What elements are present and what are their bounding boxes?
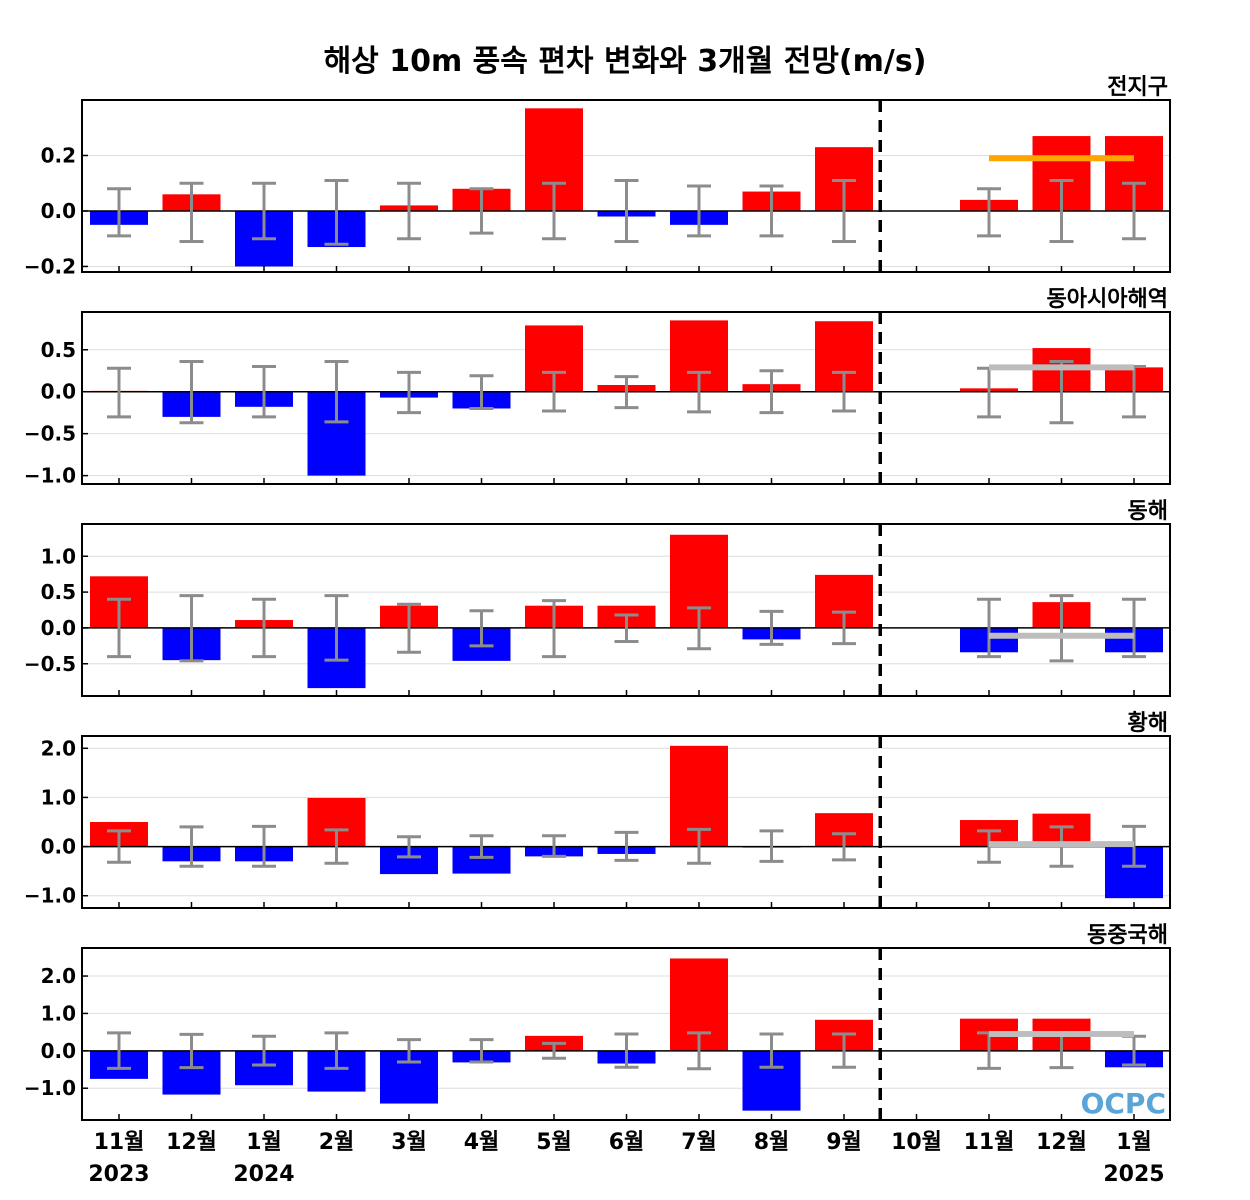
month-label: 4월 (464, 1130, 500, 1155)
month-label: 8월 (754, 1130, 790, 1155)
month-label: 10월 (891, 1130, 942, 1155)
month-label: 6월 (609, 1130, 645, 1155)
region-label: 황해 (1128, 711, 1168, 736)
y-tick-label: −0.5 (24, 652, 76, 676)
y-tick-label: 0.0 (41, 1039, 76, 1063)
month-label: 1월 (1116, 1130, 1152, 1155)
region-label: 동해 (1128, 499, 1168, 524)
y-tick-label: 0.5 (41, 338, 76, 362)
y-tick-label: 0.0 (41, 835, 76, 859)
y-tick-label: −1.0 (24, 1076, 76, 1100)
region-label: 동아시아해역 (1047, 287, 1168, 312)
ocpc-logo: OCPC (1081, 1087, 1166, 1120)
month-label: 1월 (246, 1130, 282, 1155)
month-label: 5월 (536, 1130, 572, 1155)
year-label: 2024 (233, 1162, 294, 1187)
y-tick-label: −1.0 (24, 884, 76, 908)
year-label: 2025 (1103, 1162, 1164, 1187)
y-tick-label: −1.0 (24, 464, 76, 488)
y-tick-label: 0.5 (41, 580, 76, 604)
y-tick-label: 1.0 (41, 544, 76, 568)
y-tick-label: 2.0 (41, 964, 76, 988)
month-label: 11월 (964, 1130, 1015, 1155)
month-label: 9월 (826, 1130, 862, 1155)
month-label: 2월 (319, 1130, 355, 1155)
month-label: 12월 (1036, 1130, 1087, 1155)
y-tick-label: 0.0 (41, 616, 76, 640)
region-label: 전지구 (1107, 75, 1168, 100)
month-label: 7월 (681, 1130, 717, 1155)
chart-title: 해상 10m 풍속 편차 변화와 3개월 전망(m/s) (323, 44, 927, 79)
y-tick-label: 0.0 (41, 199, 76, 223)
y-tick-label: 1.0 (41, 785, 76, 809)
month-label: 3월 (391, 1130, 427, 1155)
y-tick-label: −0.2 (24, 254, 76, 278)
y-tick-label: 2.0 (41, 736, 76, 760)
y-tick-label: −0.5 (24, 422, 76, 446)
year-label: 2023 (88, 1162, 149, 1187)
y-tick-label: 1.0 (41, 1001, 76, 1025)
region-label: 동중국해 (1087, 923, 1168, 948)
month-label: 11월 (94, 1130, 145, 1155)
y-tick-label: 0.0 (41, 380, 76, 404)
month-label: 12월 (166, 1130, 217, 1155)
y-tick-label: 0.2 (41, 143, 76, 167)
